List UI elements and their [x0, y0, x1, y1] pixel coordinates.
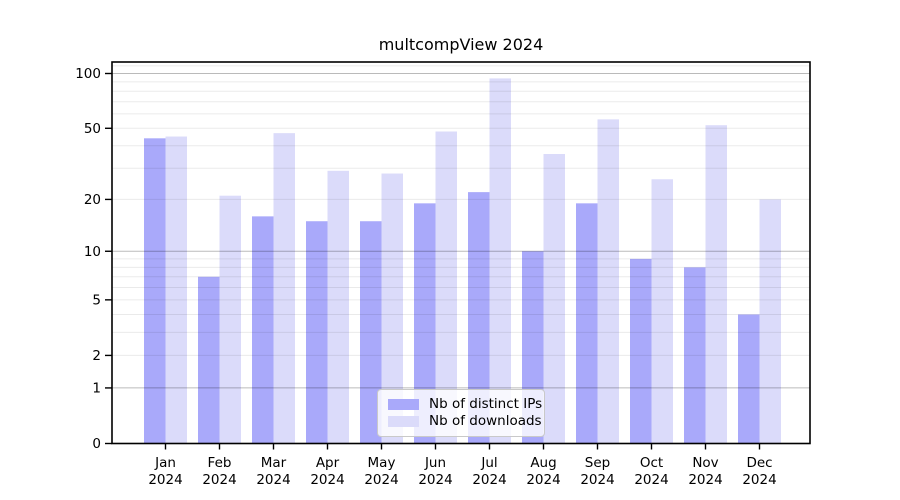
x-tick-label-month: Dec	[746, 455, 772, 471]
x-tick-label-year: 2024	[742, 472, 776, 488]
bar-distinct-ips-may	[360, 221, 382, 444]
bar-downloads-apr	[327, 170, 349, 444]
x-tick-label-month: Mar	[261, 455, 287, 471]
x-tick-label-year: 2024	[310, 472, 344, 488]
y-tick-label: 0	[92, 436, 101, 452]
bar-downloads-may	[381, 173, 403, 444]
x-tick-label-month: Apr	[316, 455, 340, 471]
legend-label-distinct-ips: Nb of distinct IPs	[429, 395, 543, 412]
bar-distinct-ips-dec	[738, 314, 760, 444]
chart-title: multcompView 2024	[378, 35, 544, 54]
x-tick-label-month: Jul	[480, 455, 497, 471]
y-tick-label: 10	[84, 244, 101, 260]
x-tick-label-month: Jun	[424, 455, 446, 471]
x-tick-label-month: Jan	[154, 455, 176, 471]
bar-distinct-ips-feb	[198, 276, 220, 444]
bar-distinct-ips-sep	[576, 203, 598, 444]
y-tick-label: 100	[75, 66, 101, 82]
y-tick-label: 20	[84, 192, 101, 208]
plot-frame	[111, 61, 811, 445]
bar-distinct-ips-mar	[252, 216, 274, 444]
bar-downloads-sep	[597, 119, 619, 444]
bar-distinct-ips-jun	[414, 203, 436, 444]
bar-downloads-jun	[435, 131, 457, 444]
bar-downloads-jul	[489, 78, 511, 444]
bar-distinct-ips-apr	[306, 221, 328, 444]
legend-label-downloads: Nb of downloads	[429, 413, 542, 429]
x-tick-label-year: 2024	[688, 472, 722, 488]
bar-downloads-oct	[651, 179, 673, 444]
bar-downloads-dec	[759, 199, 781, 444]
x-tick-label-month: Sep	[585, 455, 610, 471]
bar-downloads-jan	[165, 136, 187, 444]
x-tick-label-year: 2024	[202, 472, 236, 488]
x-tick-label-month: Nov	[692, 455, 718, 471]
bar-distinct-ips-jan	[144, 138, 166, 444]
y-tick-label: 1	[92, 380, 101, 396]
bar-downloads-aug	[543, 154, 565, 444]
bar-distinct-ips-nov	[684, 267, 706, 444]
x-tick-label-year: 2024	[634, 472, 668, 488]
bar-downloads-feb	[219, 195, 241, 444]
x-tick-label-year: 2024	[580, 472, 614, 488]
y-tick-label: 2	[92, 348, 101, 364]
x-tick-label-year: 2024	[418, 472, 452, 488]
x-tick-label-month: Aug	[530, 455, 556, 471]
x-tick-label-month: May	[368, 455, 396, 471]
x-tick-label-year: 2024	[472, 472, 506, 488]
bar-distinct-ips-jul	[468, 192, 490, 444]
legend-swatch-distinct-ips	[388, 398, 419, 410]
x-tick-label-year: 2024	[526, 472, 560, 488]
legend-swatch-downloads	[388, 416, 419, 428]
x-tick-label-month: Oct	[640, 455, 663, 471]
x-tick-label-year: 2024	[148, 472, 182, 488]
legend-item-distinct-ips: Nb of distinct IPs	[388, 395, 544, 412]
legend: Nb of distinct IPs Nb of downloads	[377, 389, 545, 437]
y-tick-label: 5	[92, 292, 101, 308]
bar-distinct-ips-oct	[630, 258, 652, 444]
y-tick-label: 50	[84, 121, 101, 137]
bar-downloads-mar	[273, 133, 295, 444]
x-tick-label-year: 2024	[364, 472, 398, 488]
x-tick-label-year: 2024	[256, 472, 290, 488]
x-tick-label-month: Feb	[208, 455, 232, 471]
legend-item-downloads: Nb of downloads	[388, 413, 544, 429]
bar-downloads-nov	[705, 125, 727, 444]
